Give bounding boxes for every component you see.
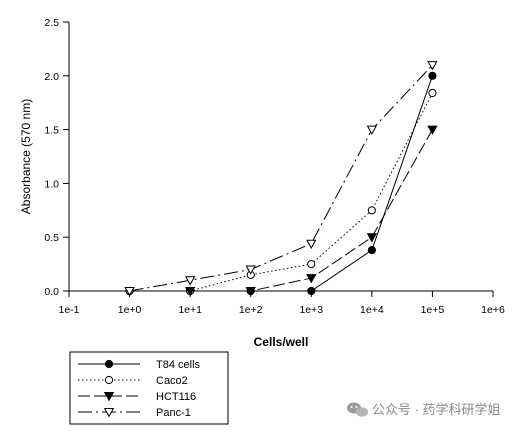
x-tick-label: 1e+3 <box>299 304 323 316</box>
x-tick-label: 1e-1 <box>58 304 79 316</box>
x-tick-label: 1e+6 <box>481 304 505 316</box>
watermark-text: 公众号 · 药学科研学姐 <box>372 402 501 417</box>
point-hct116 <box>245 287 256 297</box>
legend: T84 cells Caco2 HCT116 Panc-1 <box>69 351 229 425</box>
x-tick-label: 1e+1 <box>178 304 202 316</box>
y-tick-label: 0.5 <box>44 232 59 244</box>
point-caco2 <box>367 206 376 215</box>
series-line-hct116 <box>129 129 433 292</box>
y-tick-label: 2.5 <box>44 17 59 29</box>
legend-box <box>69 351 229 425</box>
x-tick-label: 1e+4 <box>360 304 384 316</box>
point-t84-cells <box>307 286 316 296</box>
point-t84-cells <box>367 246 376 255</box>
series-line-t84-cells <box>129 75 433 292</box>
legend-marker-hct116 <box>103 392 115 402</box>
x-tick-label: 1e+0 <box>118 304 142 316</box>
y-tick-label: 1.0 <box>44 178 59 190</box>
point-hct116 <box>184 287 196 297</box>
series-line-caco2 <box>129 92 433 292</box>
point-caco2 <box>307 260 316 269</box>
point-panc-1 <box>245 265 256 275</box>
point-t84-cells <box>428 71 437 80</box>
series-line-panc-1 <box>129 64 433 292</box>
point-panc-1 <box>124 287 135 297</box>
legend-label-t84-cells: T84 cells <box>156 359 201 371</box>
x-tick-label: 1e+2 <box>239 304 263 316</box>
legend-label-panc-1: Panc-1 <box>156 407 191 419</box>
watermark: 公众号 · 药学科研学姐 <box>347 402 501 417</box>
y-tick-label: 0.0 <box>44 286 59 298</box>
point-panc-1 <box>306 239 317 249</box>
wechat-icon <box>347 402 368 417</box>
point-hct116 <box>366 233 378 243</box>
y-axis-title: Absorbance (570 nm) <box>19 99 33 214</box>
y-tick-label: 1.5 <box>44 125 59 137</box>
legend-label-hct116: HCT116 <box>156 391 196 403</box>
point-hct116 <box>427 125 438 135</box>
x-tick-label: 1e+5 <box>421 304 445 316</box>
point-panc-1 <box>184 276 196 286</box>
plot-series <box>124 61 438 297</box>
legend-label-caco2: Caco2 <box>156 375 188 387</box>
point-caco2 <box>428 88 437 98</box>
legend-marker-caco2 <box>104 375 114 385</box>
point-panc-1 <box>427 61 438 71</box>
legend-marker-t84-cells <box>104 359 114 369</box>
point-panc-1 <box>366 125 378 135</box>
point-hct116 <box>306 274 317 284</box>
y-tick-label: 2.0 <box>44 71 59 83</box>
plot-axes: 1e-1 1e+0 1e+1 1e+2 1e+3 1e+4 1e+5 1e+6 0.0 0.5 1.… <box>44 17 505 316</box>
legend-marker-panc-1 <box>103 408 115 418</box>
x-axis-title: Cells/well <box>254 335 309 349</box>
